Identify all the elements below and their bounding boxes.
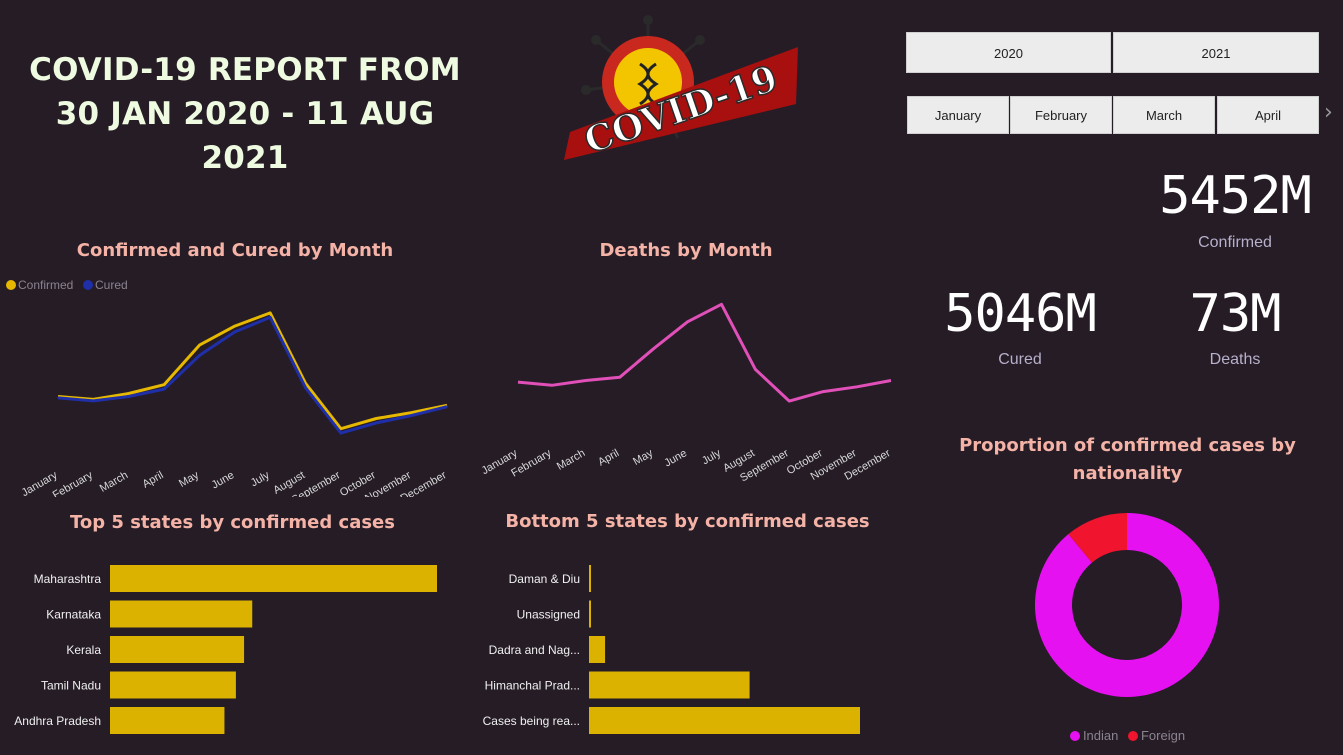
nationality-donut-chart <box>1035 513 1219 697</box>
kpi-cured-value: 5046M <box>944 284 1097 344</box>
slicer-year-2020[interactable]: 2020 <box>906 32 1111 73</box>
confirmed-cured-x-tick-label: March <box>98 469 130 495</box>
confirmed-cured-x-tick-label: February <box>51 469 96 497</box>
nationality-legend: Indian Foreign <box>1020 728 1235 743</box>
kpi-confirmed-label: Confirmed <box>1198 234 1272 251</box>
deaths-x-tick-label: April <box>596 447 621 468</box>
bottom5-bar-label: Daman & Diu <box>509 572 580 586</box>
top5-bar-label: Andhra Pradesh <box>14 714 101 728</box>
slicer-month-january[interactable]: January <box>907 96 1009 134</box>
chart-title-deaths: Deaths by Month <box>599 240 773 261</box>
legend-dot-indian <box>1069 731 1080 741</box>
kpi-deaths-label: Deaths <box>1209 351 1261 368</box>
kpi-deaths-value: 73M <box>1189 284 1282 344</box>
slicer-next-arrow-icon[interactable]: › <box>1324 100 1333 125</box>
kpi-cured-label: Cured <box>998 351 1042 368</box>
legend-label-indian: Indian <box>1082 728 1119 743</box>
slicer-year-2021[interactable]: 2021 <box>1113 32 1319 73</box>
top5-bar-label: Kerala <box>66 643 101 657</box>
bottom5-bar <box>589 707 860 734</box>
legend-dot-cured <box>83 280 93 290</box>
bottom5-bar-label: Cases being rea... <box>483 714 580 728</box>
top5-bar-label: Karnataka <box>46 608 101 622</box>
bottom5-bar <box>589 565 592 592</box>
top5-bar <box>110 636 245 663</box>
confirmed-cured-x-tick-label: July <box>249 469 272 489</box>
chart-title-bottom5: Bottom 5 states by confirmed cases <box>505 511 870 532</box>
top5-bar <box>110 600 253 628</box>
slicer-month-april[interactable]: April <box>1217 96 1319 134</box>
bottom5-bar-label: Dadra and Nag... <box>489 643 580 657</box>
bottom5-bar <box>589 671 750 699</box>
legend-dot-foreign <box>1127 731 1138 741</box>
covid-logo: COVID-19 <box>564 15 798 162</box>
kpi-confirmed-value: 5452M <box>1159 166 1312 226</box>
report-title-line2: 30 JAN 2020 - 11 AUG 2021 <box>55 96 435 176</box>
chart-title-confirmed-cured: Confirmed and Cured by Month <box>76 240 394 261</box>
report-title: COVID-19 REPORT FROM 30 JAN 2020 - 11 AU… <box>10 48 480 180</box>
slicer-month-february[interactable]: February <box>1010 96 1112 134</box>
chart-title-top5: Top 5 states by confirmed cases <box>70 512 395 533</box>
donut-slice-indian <box>1035 513 1219 697</box>
top5-bar-label: Maharashtra <box>34 572 102 586</box>
top5-bar-chart: Maharashtra Karnataka Kerala Tamil Nadu Andh… <box>14 565 437 734</box>
bottom5-bar <box>589 600 592 628</box>
donut-slice-foreign <box>1068 513 1127 563</box>
deaths-x-tick-label: June <box>662 447 689 469</box>
legend-label-confirmed: Confirmed <box>18 278 73 292</box>
legend-label-cured: Cured <box>95 278 128 292</box>
confirmed-cured-legend: Confirmed Cured <box>6 278 128 292</box>
confirmed-cured-x-tick-label: May <box>177 469 201 490</box>
bottom5-bar-chart: Daman & Diu Unassigned Dadra and Nag... Him… <box>483 565 860 734</box>
top5-bar-label: Tamil Nadu <box>41 679 101 693</box>
legend-dot-confirmed <box>6 280 16 290</box>
bottom5-bar <box>589 636 606 663</box>
report-title-line1: COVID-19 REPORT FROM <box>29 52 461 88</box>
deaths-x-tick-label: May <box>631 447 655 468</box>
confirmed-cured-series-line-confirmed <box>57 311 448 431</box>
deaths-series-line-deaths <box>517 302 892 403</box>
confirmed-cured-x-tick-label: April <box>141 469 166 490</box>
top5-bar <box>110 671 236 699</box>
slicer-month-march[interactable]: March <box>1113 96 1215 134</box>
deaths-x-tick-label: March <box>555 447 587 473</box>
legend-label-foreign: Foreign <box>1140 728 1186 743</box>
confirmed-cured-x-tick-label: June <box>210 469 237 491</box>
bottom5-bar-label: Unassigned <box>517 608 580 622</box>
deaths-x-tick-label: July <box>700 447 723 467</box>
top5-bar <box>110 707 225 734</box>
bottom5-bar-label: Himanchal Prad... <box>485 679 580 693</box>
chart-title-nationality: Proportion of confirmed cases by nationa… <box>959 435 1296 484</box>
confirmed-cured-series-line-cured <box>57 315 448 435</box>
top5-bar <box>110 565 437 592</box>
